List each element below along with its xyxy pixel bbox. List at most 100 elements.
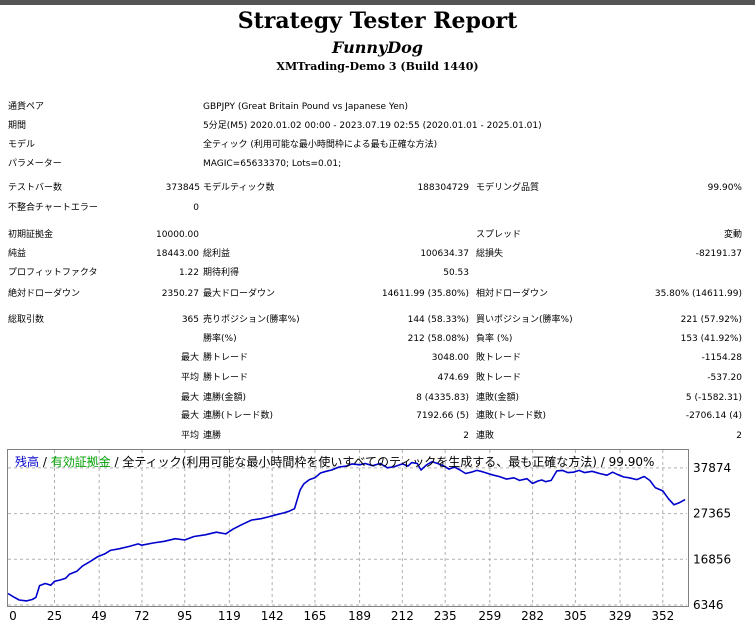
largest-loss-label: 敗トレード — [476, 353, 522, 363]
avg-cons-wins-label: 連勝 — [203, 431, 222, 441]
x-tick-label: 329 — [609, 609, 632, 623]
mismatch-label: 不整合チャートエラー — [8, 203, 98, 213]
x-tick-label: 305 — [564, 609, 587, 623]
x-tick-label: 119 — [218, 609, 241, 623]
long-label: 買いポジション(勝率%) — [476, 315, 573, 325]
cons-wins-trades-value: 7192.66 (5) — [416, 411, 469, 421]
symbol-value: GBPJPY (Great Britain Pound vs Japanese … — [203, 102, 408, 112]
x-tick-label: 49 — [92, 609, 107, 623]
legend-sep: / — [39, 455, 51, 469]
short-label: 売りポジション(勝率%) — [203, 315, 300, 325]
x-tick-label: 95 — [177, 609, 192, 623]
avg-loss-value: -537.20 — [707, 373, 742, 383]
gross-profit-value: 100634.37 — [420, 249, 469, 259]
model-value: 全ティック (利用可能な最小時間枠による最も正確な方法) — [203, 140, 438, 150]
total-trades-label: 総取引数 — [8, 315, 45, 325]
y-tick-label: 6346 — [693, 598, 724, 612]
balance-line — [7, 460, 686, 602]
y-tick-label: 37874 — [693, 461, 731, 475]
cons-loss-trades-label: 連敗(トレード数) — [476, 411, 547, 421]
max-label-2: 最大 — [180, 393, 199, 403]
cons-wins-trades-label: 連勝(トレード数) — [203, 411, 274, 421]
avg-loss-label: 敗トレード — [476, 373, 522, 383]
total-trades-value: 365 — [181, 315, 199, 325]
cons-loss-money-label: 連敗(金額) — [476, 393, 520, 403]
win-label: 勝率(%) — [203, 334, 237, 344]
params-label: パラメーター — [8, 159, 62, 169]
pf-value: 1.22 — [178, 268, 199, 278]
x-tick-label: 72 — [134, 609, 149, 623]
chart-legend: 残高 / 有効証拠金 / 全ティック(利用可能な最小時間枠を使いすべてのティック… — [15, 453, 654, 470]
spread-value: 変動 — [723, 230, 742, 240]
max-dd-label: 最大ドローダウン — [203, 289, 276, 299]
deposit-label: 初期証拠金 — [8, 230, 54, 240]
params-value: MAGIC=65633370; Lots=0.01; — [203, 159, 342, 169]
x-tick-label: 235 — [434, 609, 457, 623]
cons-wins-money-label: 連勝(金額) — [203, 393, 247, 403]
cons-loss-trades-value: -2706.14 (4) — [685, 411, 742, 421]
avg-win-value: 474.69 — [437, 373, 470, 383]
avg-cons-loss-value: 2 — [736, 431, 742, 441]
legend-balance: 残高 — [15, 455, 40, 469]
spread-label: スプレッド — [476, 230, 522, 240]
x-tick-label: 282 — [521, 609, 544, 623]
gross-loss-value: -82191.37 — [695, 249, 742, 259]
deposit-value: 10000.00 — [156, 230, 199, 240]
avg-cons-loss-label: 連敗 — [476, 431, 495, 441]
x-tick-label: 352 — [651, 609, 674, 623]
rel-dd-value: 35.80% (14611.99) — [654, 289, 742, 299]
abs-dd-value: 2350.27 — [161, 289, 199, 299]
bars-value: 373845 — [165, 183, 200, 193]
ticks-value: 188304729 — [417, 183, 469, 193]
server-name: XMTrading-Demo 3 (Build 1440) — [276, 60, 479, 73]
gross-loss-label: 総損失 — [476, 249, 504, 259]
max-label-1: 最大 — [180, 353, 199, 363]
period-label: 期間 — [8, 121, 27, 131]
expert-name: FunnyDog — [331, 38, 423, 57]
x-tick-label: 25 — [47, 609, 62, 623]
rel-dd-label: 相対ドローダウン — [476, 289, 549, 299]
long-value: 221 (57.92%) — [680, 315, 742, 325]
x-tick-label: 142 — [261, 609, 284, 623]
largest-win-value: 3048.00 — [431, 353, 469, 363]
x-tick-label: 212 — [391, 609, 414, 623]
largest-win-label: 勝トレード — [203, 353, 249, 363]
pf-label: プロフィットファクタ — [8, 268, 98, 278]
max-dd-value: 14611.99 (35.80%) — [381, 289, 469, 299]
loss-value: 153 (41.92%) — [680, 334, 742, 344]
bars-label: テストバー数 — [8, 183, 63, 193]
max-label-3: 最大 — [180, 411, 199, 421]
win-value: 212 (58.08%) — [407, 334, 469, 344]
net-value: 18443.00 — [156, 249, 199, 259]
quality-label: モデリング品質 — [476, 183, 540, 193]
quality-value: 99.90% — [707, 183, 742, 193]
largest-loss-value: -1154.28 — [701, 353, 742, 363]
avg-label-1: 平均 — [180, 373, 199, 383]
report-title: Strategy Tester Report — [237, 8, 518, 34]
short-value: 144 (58.33%) — [407, 315, 469, 325]
loss-label: 負率 (%) — [476, 334, 513, 344]
legend-equity: 有効証拠金 — [50, 455, 111, 469]
legend-rest: / 全ティック(利用可能な最小時間枠を使いすべてのティックを生成する、最も正確な… — [110, 455, 655, 469]
period-value: 5分足(M5) 2020.01.02 00:00 - 2023.07.19 02… — [203, 121, 542, 131]
x-tick-label: 259 — [478, 609, 501, 623]
x-tick-label: 0 — [9, 609, 17, 623]
x-tick-label: 165 — [303, 609, 326, 623]
cons-wins-money-value: 8 (4335.83) — [416, 393, 469, 403]
cons-loss-money-value: 5 (-1582.31) — [685, 393, 742, 403]
model-label: モデル — [8, 140, 36, 150]
ticks-label: モデルティック数 — [203, 183, 275, 193]
top-border — [0, 0, 755, 5]
y-tick-label: 16856 — [693, 552, 731, 566]
net-label: 純益 — [8, 249, 27, 259]
symbol-label: 通貨ペア — [8, 102, 45, 112]
mismatch-value: 0 — [193, 203, 199, 213]
expected-label: 期待利得 — [203, 268, 240, 278]
expected-value: 50.53 — [443, 268, 469, 278]
y-tick-label: 27365 — [693, 507, 731, 521]
x-tick-label: 189 — [348, 609, 371, 623]
gross-profit-label: 総利益 — [203, 249, 231, 259]
avg-label-2: 平均 — [180, 431, 199, 441]
avg-win-label: 勝トレード — [203, 373, 249, 383]
